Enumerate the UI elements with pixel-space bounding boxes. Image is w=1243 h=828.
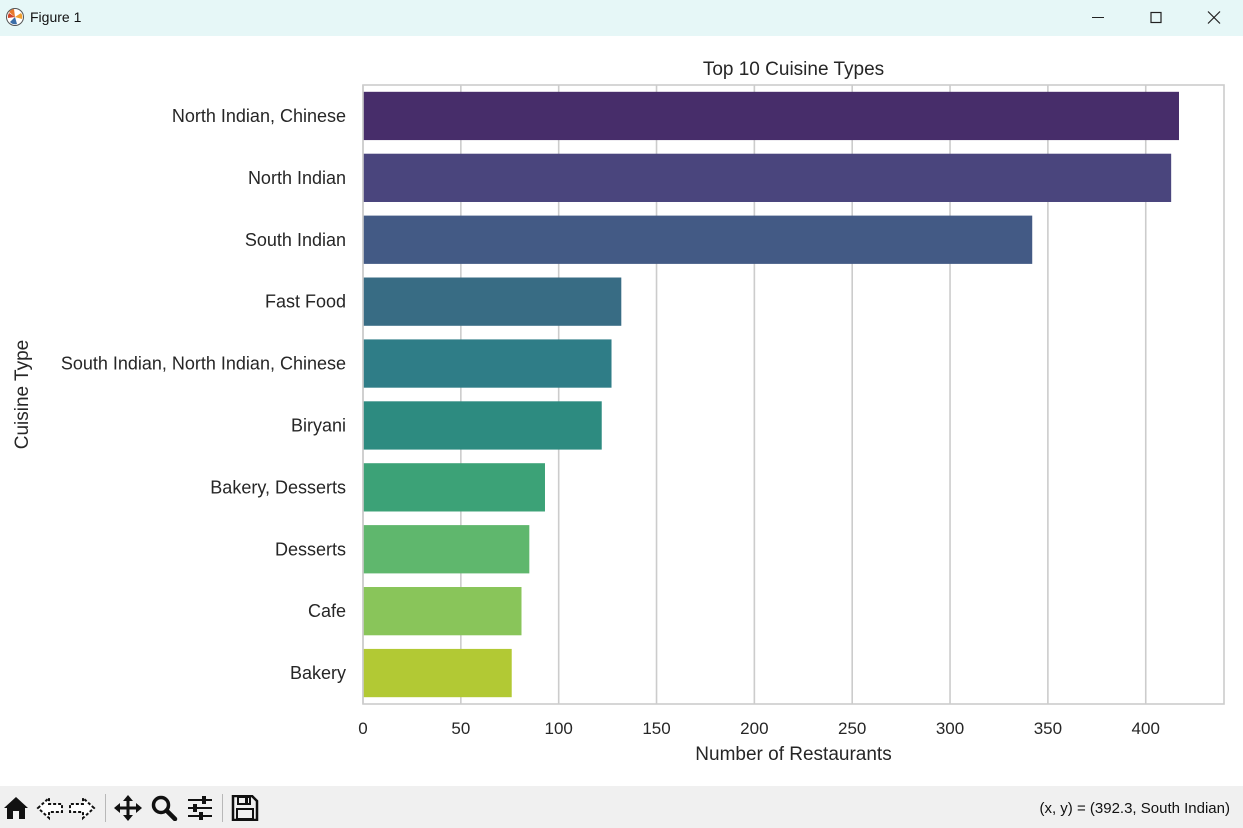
zoom-button[interactable] [150, 795, 178, 822]
save-icon [231, 794, 259, 822]
figure-canvas[interactable]: 0 50 100 150 200 250 300 350 400 North Indian, C… [0, 36, 1243, 786]
home-button[interactable] [2, 795, 30, 821]
bar [363, 525, 530, 574]
toolbar-separator [105, 794, 106, 822]
cursor-coordinates: (x, y) = (392.3, South Indian) [1039, 800, 1230, 817]
configure-subplots-icon [188, 796, 212, 820]
x-tick-label: 200 [740, 719, 768, 738]
bar [363, 153, 1172, 202]
bar [363, 401, 602, 450]
home-icon [4, 797, 28, 819]
chart-title: Top 10 Cuisine Types [703, 59, 884, 80]
y-axis-label: Cuisine Type [12, 340, 33, 450]
configure-subplots-button[interactable] [186, 795, 214, 821]
y-tick-label: Cafe [308, 601, 346, 621]
bar [363, 648, 512, 698]
axes-frame [362, 84, 1225, 705]
bar [363, 463, 545, 512]
y-tick-label: South Indian [245, 230, 346, 250]
y-tick-label: Fast Food [265, 292, 346, 312]
x-tick-label: 300 [936, 719, 964, 738]
bar [363, 91, 1179, 141]
y-tick-label: Bakery [290, 663, 346, 683]
minimize-icon [1092, 17, 1104, 18]
bar [363, 587, 522, 636]
bar [363, 215, 1033, 264]
back-button[interactable] [36, 795, 64, 821]
bar [363, 277, 622, 326]
x-tick-label: 100 [544, 719, 572, 738]
zoom-icon [151, 795, 178, 822]
window-titlebar: Figure 1 [0, 0, 1243, 36]
toolbar-separator [222, 794, 223, 822]
y-tick-label: South Indian, North Indian, Chinese [61, 354, 346, 374]
y-tick-label: Desserts [275, 539, 346, 559]
maximize-icon [1150, 11, 1162, 24]
y-tick-label: North Indian [248, 168, 346, 188]
y-tick-label: Biryani [291, 415, 346, 435]
x-tick-label: 350 [1034, 719, 1062, 738]
navigation-toolbar: (x, y) = (392.3, South Indian) [0, 786, 1243, 828]
x-tick-label: 0 [358, 719, 367, 738]
maximize-button[interactable] [1128, 0, 1186, 36]
minimize-button[interactable] [1070, 0, 1128, 36]
x-axis-label: Number of Restaurants [695, 744, 891, 765]
forward-button[interactable] [68, 795, 96, 821]
save-button[interactable] [231, 794, 259, 822]
pan-button[interactable] [114, 795, 142, 821]
close-button[interactable] [1186, 0, 1243, 36]
x-tick-label: 150 [642, 719, 670, 738]
bar [363, 339, 612, 388]
x-tick-label: 250 [838, 719, 866, 738]
matplotlib-app-icon [6, 8, 24, 26]
close-icon [1207, 11, 1221, 24]
bar-chart: 0 50 100 150 200 250 300 350 400 North Indian, C… [12, 59, 1225, 765]
pan-icon [114, 795, 142, 821]
x-tick-label: 50 [451, 719, 470, 738]
forward-icon [69, 795, 96, 821]
window-title: Figure 1 [30, 9, 82, 25]
x-tick-label: 400 [1132, 719, 1160, 738]
y-tick-label: Bakery, Desserts [210, 477, 346, 497]
y-tick-label: North Indian, Chinese [172, 106, 346, 126]
back-icon [36, 795, 63, 821]
